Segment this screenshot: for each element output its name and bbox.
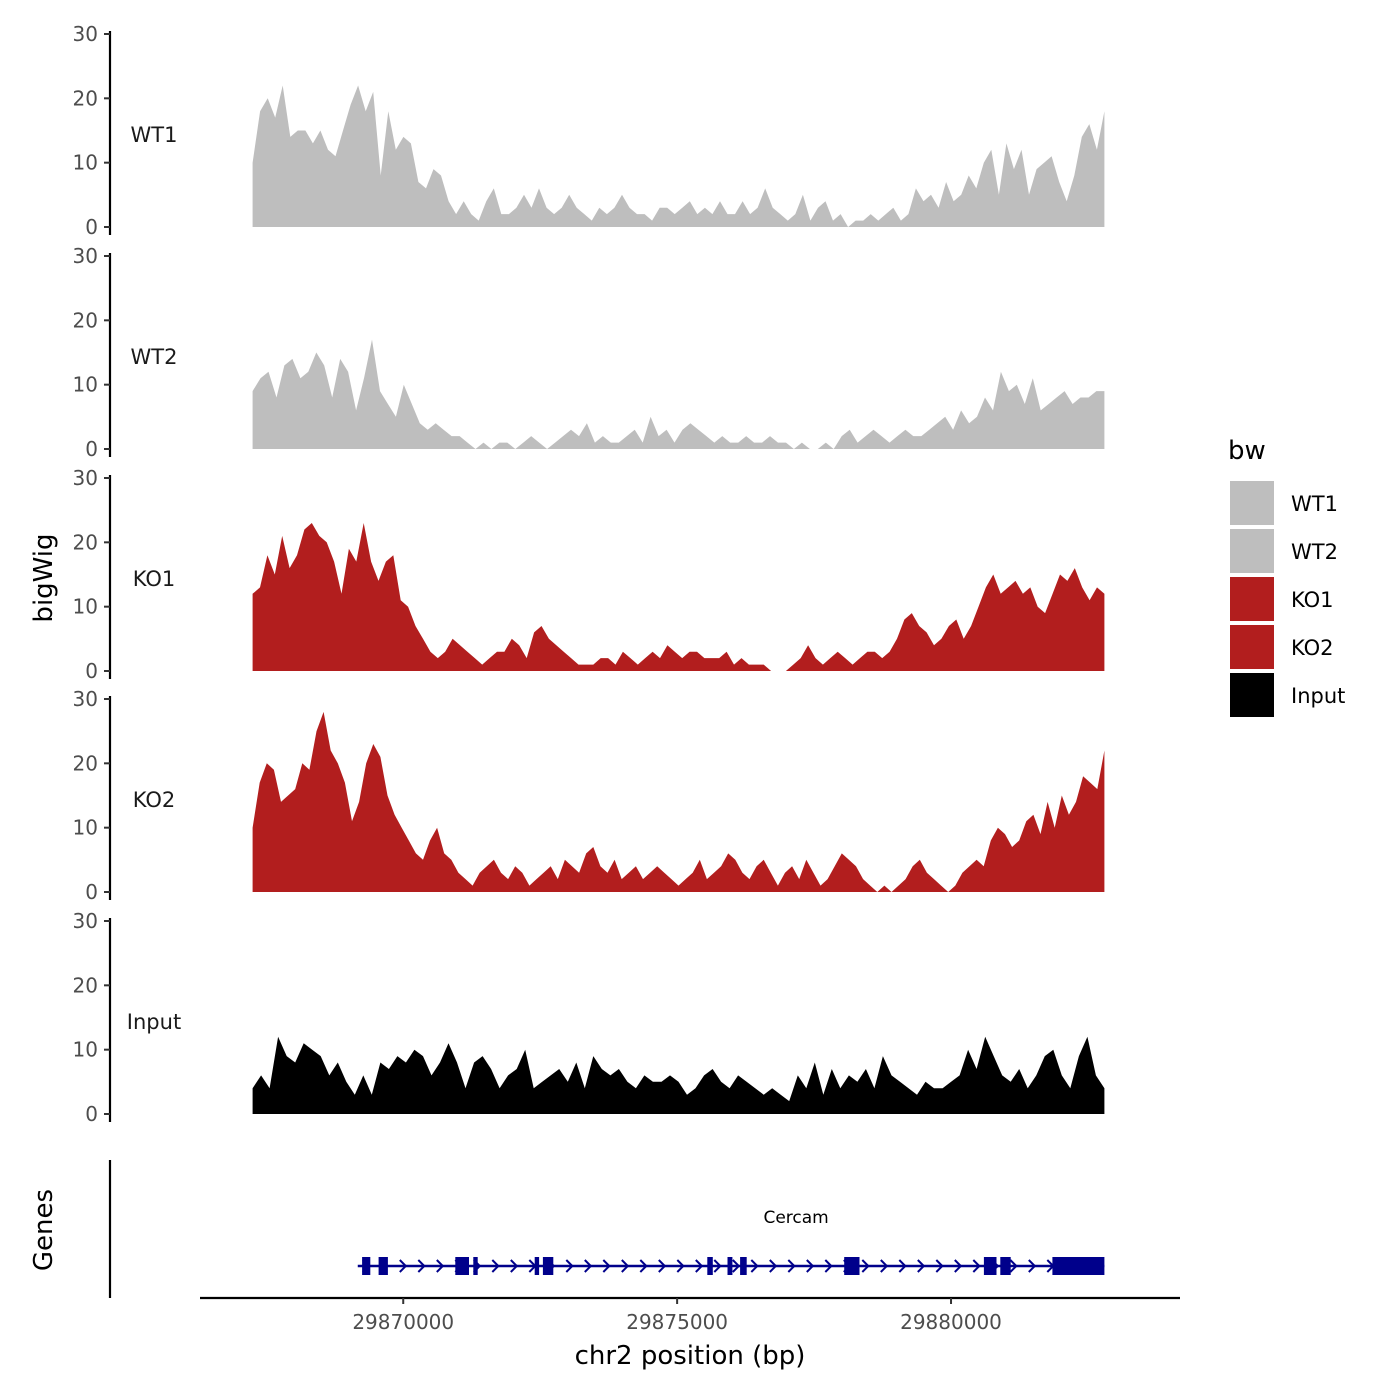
gene-exon	[740, 1257, 747, 1275]
area-wt2	[252, 339, 1105, 449]
track-wt2: 0 10 20 30 WT2	[73, 244, 1105, 461]
y-axis-title: bigWig	[29, 533, 59, 622]
y-tick-label: 30	[73, 466, 98, 490]
strand-arrow	[436, 1259, 445, 1273]
strand-arrow	[954, 1259, 963, 1273]
y-tick-label: 10	[73, 595, 98, 619]
x-tick-label: 29875000	[626, 1310, 728, 1334]
strand-arrow	[750, 1259, 759, 1273]
gene-label: Cercam	[763, 1208, 828, 1228]
gene-exon	[1000, 1257, 1011, 1275]
y-tick-label: 10	[73, 373, 98, 397]
strand-arrow	[1009, 1259, 1018, 1273]
strand-arrow	[510, 1259, 519, 1273]
y-tick-label: 30	[73, 687, 98, 711]
strand-arrow	[417, 1259, 426, 1273]
strand-arrow	[806, 1259, 815, 1273]
strand-arrow	[898, 1259, 907, 1273]
strand-arrow	[972, 1259, 981, 1273]
x-axis-title: chr2 position (bp)	[575, 1341, 806, 1371]
y-tick-label: 20	[73, 530, 98, 554]
genes-track-title: Genes	[29, 1189, 59, 1271]
y-tick-label: 30	[73, 909, 98, 933]
strand-arrow	[769, 1259, 778, 1273]
strand-arrow	[639, 1259, 648, 1273]
track-input: 0 10 20 30 Input	[73, 909, 1105, 1126]
strand-arrow	[695, 1259, 704, 1273]
y-tick-label: 20	[73, 308, 98, 332]
legend-label-input: Input	[1291, 684, 1345, 708]
gene-exon	[844, 1257, 860, 1275]
legend-swatch-input	[1230, 673, 1274, 717]
strand-arrow	[602, 1259, 611, 1273]
strand-arrow	[787, 1259, 796, 1273]
x-tick-label: 29880000	[900, 1310, 1002, 1334]
gene-exon	[983, 1257, 997, 1275]
strand-arrow	[824, 1259, 833, 1273]
legend-title: bw	[1228, 436, 1266, 466]
gene-exon	[455, 1257, 469, 1275]
gene-exon	[707, 1257, 713, 1275]
strand-arrow	[658, 1259, 667, 1273]
area-input	[252, 1036, 1105, 1114]
track-ko2: 0 10 20 30 KO2	[73, 687, 1105, 904]
y-tick-label: 0	[85, 437, 98, 461]
area-wt1	[252, 85, 1105, 227]
track-label: KO2	[133, 788, 176, 812]
y-tick-label: 20	[73, 973, 98, 997]
y-tick-label: 0	[85, 215, 98, 239]
y-tick-label: 10	[73, 1038, 98, 1062]
gene-exon	[542, 1257, 554, 1275]
y-tick-label: 20	[73, 86, 98, 110]
y-tick-label: 10	[73, 816, 98, 840]
legend-swatch-ko1	[1230, 577, 1274, 621]
area-ko1	[252, 523, 1105, 671]
strand-arrow	[732, 1259, 741, 1273]
legend-swatch-wt2	[1230, 529, 1274, 573]
gene-exon	[362, 1257, 371, 1275]
track-label: WT2	[131, 345, 178, 369]
gene-exon	[727, 1257, 733, 1275]
y-tick-label: 0	[85, 659, 98, 683]
track-label: WT1	[131, 123, 178, 147]
track-label: KO1	[133, 567, 176, 591]
legend-label-ko2: KO2	[1291, 636, 1334, 660]
gene-exon	[534, 1257, 540, 1275]
track-ko1: 0 10 20 30 KO1	[73, 466, 1105, 683]
gene-exon	[378, 1257, 388, 1275]
gene-exon	[1052, 1257, 1105, 1275]
legend-swatch-wt1	[1230, 481, 1274, 525]
strand-arrow	[713, 1259, 722, 1273]
legend-swatch-ko2	[1230, 625, 1274, 669]
y-tick-label: 30	[73, 22, 98, 46]
strand-arrow	[880, 1259, 889, 1273]
strand-arrow	[491, 1259, 500, 1273]
y-tick-label: 0	[85, 880, 98, 904]
track-wt1: 0 10 20 30 WT1	[73, 22, 1105, 239]
strand-arrow	[565, 1259, 574, 1273]
strand-arrow	[917, 1259, 926, 1273]
strand-arrow	[399, 1259, 408, 1273]
y-tick-label: 10	[73, 151, 98, 175]
legend-label-ko1: KO1	[1291, 588, 1334, 612]
legend-label-wt2: WT2	[1291, 540, 1338, 564]
track-label: Input	[127, 1010, 181, 1034]
strand-arrow	[935, 1259, 944, 1273]
y-tick-label: 30	[73, 244, 98, 268]
strand-arrow	[584, 1259, 593, 1273]
strand-arrow	[861, 1259, 870, 1273]
x-tick-label: 29870000	[352, 1310, 454, 1334]
y-tick-label: 0	[85, 1102, 98, 1126]
gene-exon	[473, 1257, 478, 1275]
strand-arrow	[621, 1259, 630, 1273]
area-ko2	[252, 711, 1105, 892]
strand-arrow	[1028, 1259, 1037, 1273]
strand-arrow	[676, 1259, 685, 1273]
y-tick-label: 20	[73, 751, 98, 775]
legend-label-wt1: WT1	[1291, 492, 1338, 516]
